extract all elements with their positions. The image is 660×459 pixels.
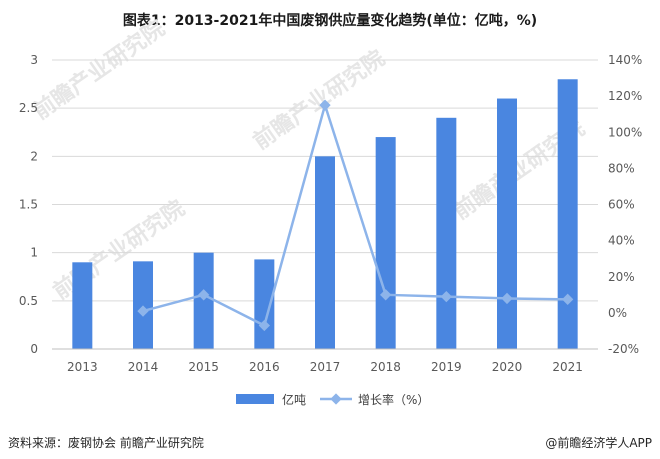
x-axis: 2013 2014 2015 2016 2017 2018 2019 2020 2021 <box>52 348 598 374</box>
y-tick-left: 0.5 <box>19 294 38 308</box>
x-tick: 2021 <box>552 360 583 374</box>
line-point <box>440 290 452 303</box>
legend-label-line: 增长率（%） <box>358 392 429 407</box>
line-series <box>137 99 574 332</box>
legend-label-bar: 亿吨 <box>282 392 306 407</box>
x-tick: 2019 <box>431 360 462 374</box>
bar <box>72 262 93 349</box>
y-axis-right: -20% 0% 20% 40% 60% 80% 100% 120% 140% <box>608 53 642 356</box>
y-tick-right: 80% <box>608 161 635 175</box>
bar <box>315 156 335 349</box>
bar <box>254 259 275 349</box>
y-tick-right: 40% <box>608 234 635 248</box>
y-tick-right: 60% <box>608 198 635 212</box>
growth-line <box>142 103 568 327</box>
watermark-text: 前瞻产业研究院 <box>49 195 190 305</box>
y-tick-left: 2.5 <box>19 101 38 115</box>
y-tick-left: 3 <box>30 53 38 67</box>
legend-swatch-bar <box>236 394 274 404</box>
bar <box>193 252 214 349</box>
bar <box>436 117 457 349</box>
bar <box>133 261 153 349</box>
bar <box>557 79 578 350</box>
y-tick-right: -20% <box>608 342 639 356</box>
x-tick: 2018 <box>370 360 401 374</box>
x-tick: 2015 <box>188 360 219 374</box>
y-tick-right: 120% <box>608 89 642 103</box>
y-tick-right: 100% <box>608 125 642 139</box>
x-tick: 2020 <box>492 360 523 374</box>
line-point <box>258 319 270 332</box>
brand-credit: @前瞻经济学人APP <box>545 436 652 450</box>
line-point <box>501 292 513 305</box>
y-tick-right: 140% <box>608 53 642 67</box>
legend: 亿吨 增长率（%） <box>236 392 429 407</box>
y-tick-right: 0% <box>608 306 627 320</box>
line-point <box>137 305 149 317</box>
chart-title: 图表1：2013-2021年中国废钢供应量变化趋势(单位：亿吨，%) <box>122 13 538 29</box>
source-note: 资料来源：废钢协会 前瞻产业研究院 <box>8 436 204 450</box>
y-tick-left: 1 <box>30 246 38 260</box>
line-point <box>562 293 574 305</box>
x-tick: 2014 <box>128 360 159 374</box>
y-tick-left: 1.5 <box>19 198 38 212</box>
y-tick-left: 2 <box>30 149 38 163</box>
x-tick: 2013 <box>67 360 98 374</box>
y-axis-left: 0 0.5 1 1.5 2 2.5 3 <box>19 53 38 356</box>
line-point <box>198 289 210 301</box>
line-point <box>380 289 392 301</box>
legend-marker-line <box>330 393 342 405</box>
y-tick-left: 0 <box>30 342 38 356</box>
watermark-text: 前瞻产业研究院 <box>249 45 390 155</box>
y-tick-right: 20% <box>608 270 635 284</box>
x-tick: 2017 <box>310 360 341 374</box>
bar <box>375 137 396 349</box>
bar <box>497 98 517 350</box>
x-tick: 2016 <box>249 360 280 374</box>
